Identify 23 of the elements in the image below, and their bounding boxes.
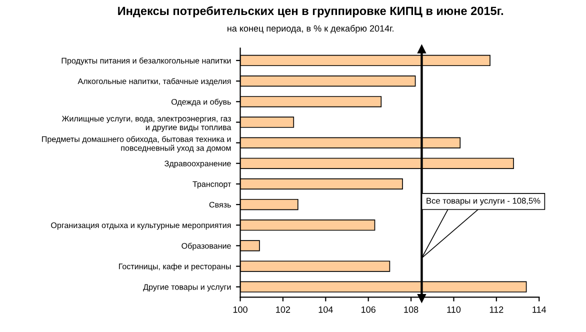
y-tick-label: Жилищные услуги, вода, электроэнергия, газ и другие виды топлива: [62, 116, 232, 132]
y-tick-label: Здравоохранение: [164, 160, 231, 168]
y-tick-label: Продукты питания и безалкогольные напитки: [62, 58, 231, 66]
chart-title: Индексы потребительских цен в группировке КИПЦ в июне 2015г.: [118, 6, 504, 18]
y-tick-label: Гостиницы, кафе и рестораны: [119, 263, 231, 271]
x-tick-label: 102: [276, 306, 290, 313]
y-tick-label: Транспорт: [192, 181, 232, 189]
y-tick-label: Алкогольные напитки, табачные изделия: [78, 78, 231, 86]
ref-line-label: Все товары и услуги - 108,5%: [426, 198, 540, 206]
x-tick-label: 114: [532, 306, 546, 313]
x-tick-label: 104: [318, 306, 333, 313]
x-tick-label: 108: [404, 306, 418, 313]
y-tick-label: Одежда и обувь: [171, 98, 231, 106]
y-tick-label: Организация отдыха и культурные мероприятия: [51, 222, 231, 230]
y-tick-label: Образование: [182, 242, 231, 250]
x-tick-label: 112: [490, 306, 504, 313]
x-tick-label: 110: [447, 306, 461, 313]
y-tick-label: Другие товары и услуги: [143, 284, 231, 292]
x-tick-label: 106: [362, 306, 376, 313]
chart-subtitle: на конец периода, в % к декабрю 2014г.: [228, 24, 394, 34]
y-tick-label: Связь: [209, 202, 231, 208]
x-tick-label: 100: [233, 306, 248, 313]
y-tick-label: Предметы домашнего обихода, бытовая техника и повседневный уход за домом: [42, 136, 231, 152]
